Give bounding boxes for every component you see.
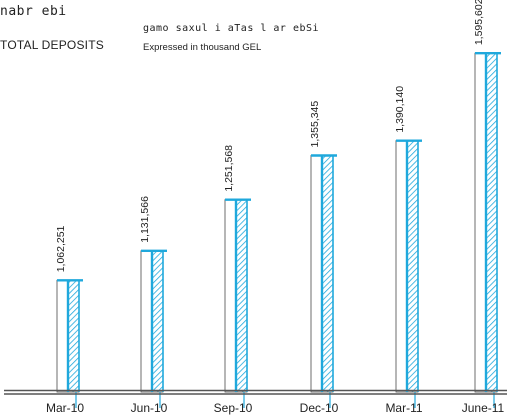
bar [406,140,419,393]
bar-group [56,279,83,393]
bar [67,279,80,393]
data-label: 1,390,140 [394,86,406,133]
units-note-georgian: gamo saxul i aTas l ar ebSi [143,23,320,34]
tick-label: Mar-10 [46,401,84,415]
bar-left-half [395,140,408,393]
chart-title: TOTAL DEPOSITS [0,38,104,52]
data-label: 1,355,345 [309,101,321,148]
bar [235,199,248,393]
units-note: Expressed in thousand GEL [143,42,262,53]
bar [485,52,498,393]
bar [321,155,334,393]
tick-label: Sep-10 [214,401,253,415]
bar-left-half [224,199,237,393]
bar-group [310,154,337,393]
tick-label: Jun-10 [131,401,168,415]
data-label: 1,062,251 [55,225,67,272]
bar-left-half [310,155,323,393]
tick-label: Dec-10 [300,401,339,415]
bar-left-half [140,250,153,393]
data-label: 1,595,602 [473,0,485,45]
tick-label: Mar-11 [385,401,422,415]
data-label: 1,251,568 [223,145,235,192]
bar-left-half [56,279,69,393]
chart-title-georgian: nabr ebi [0,4,67,19]
bar-group [140,249,167,393]
bar-group [224,198,251,393]
bar-group [474,51,501,393]
bar [151,250,164,393]
tick-label: June-11 [462,401,505,415]
bar-group [395,139,422,393]
data-label: 1,131,566 [139,196,151,243]
bar-left-half [474,52,487,393]
